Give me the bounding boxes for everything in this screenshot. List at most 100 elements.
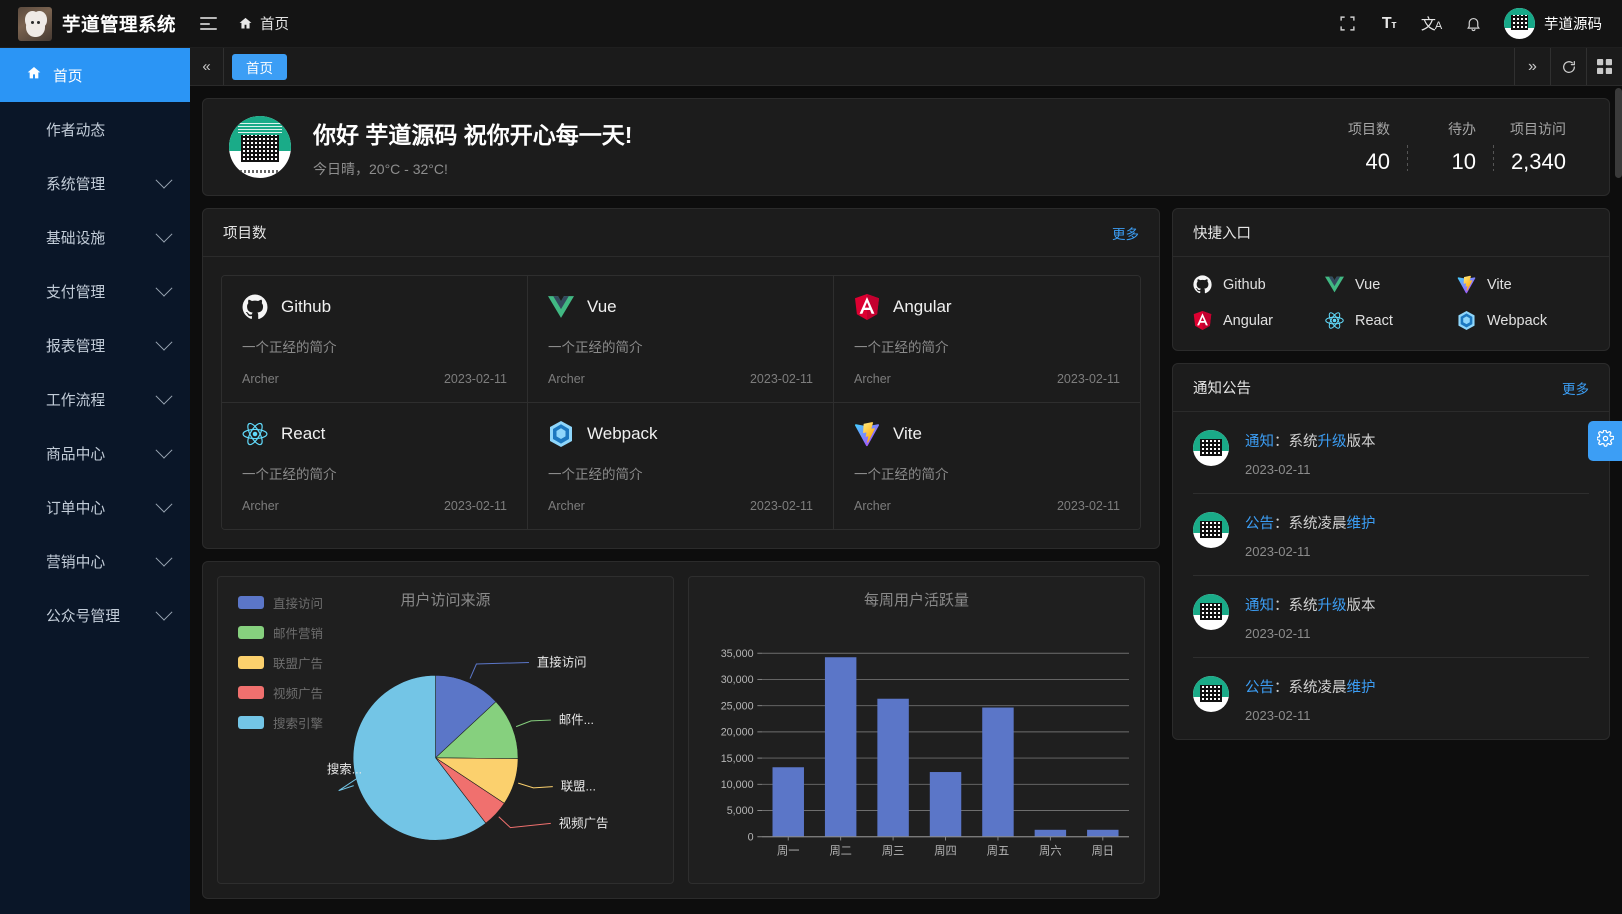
angular-icon: [854, 294, 880, 320]
legend-swatch: [238, 596, 264, 609]
notice-title[interactable]: 通知：系统升级版本: [1245, 430, 1589, 451]
sidebar-item-product[interactable]: 商品中心: [0, 426, 190, 480]
notice-item[interactable]: 通知：系统升级版本 2023-02-11: [1193, 576, 1589, 658]
notice-date: 2023-02-11: [1245, 708, 1311, 723]
stat-value: 10: [1451, 149, 1476, 174]
quick-entry-github[interactable]: Github: [1193, 275, 1325, 294]
sidebar-item-infra[interactable]: 基础设施: [0, 210, 190, 264]
projects-more-link[interactable]: 更多: [1112, 226, 1139, 242]
sidebar-item-label: 系统管理: [46, 176, 106, 193]
vite-icon: [1457, 275, 1476, 294]
sidebar-item-system[interactable]: 系统管理: [0, 156, 190, 210]
quick-entry-label: Webpack: [1487, 312, 1548, 329]
svg-text:联盟...: 联盟...: [561, 780, 596, 794]
project-card-webpack[interactable]: Webpack 一个正经的简介 Archer 2023-02-11: [528, 403, 834, 529]
refresh-icon[interactable]: [1550, 48, 1586, 85]
quick-entry-card: 快捷入口 Github: [1172, 208, 1610, 351]
svg-text:35,000: 35,000: [721, 648, 754, 660]
quick-entry-vite[interactable]: Vite: [1457, 275, 1589, 294]
sidebar-item-label: 作者动态: [46, 122, 106, 139]
sidebar-item-workflow[interactable]: 工作流程: [0, 372, 190, 426]
fullscreen-icon[interactable]: [1328, 5, 1366, 43]
svg-text:周五: 周五: [987, 845, 1009, 858]
notice-prefix: 公告: [1245, 516, 1274, 532]
quick-entry-react[interactable]: React: [1325, 311, 1457, 330]
tab-home[interactable]: 首页: [232, 53, 287, 80]
tab-tools: »: [1514, 48, 1622, 85]
legend-item[interactable]: 邮件营销: [238, 623, 323, 642]
pie-chart-title: 用户访问来源: [400, 592, 491, 609]
angular-icon: [1193, 311, 1212, 330]
stat-todo: 待办 10: [1407, 119, 1493, 175]
project-card-angular[interactable]: Angular 一个正经的简介 Archer 2023-02-11: [834, 276, 1140, 403]
translate-icon[interactable]: 文A: [1420, 16, 1442, 33]
project-desc: 一个正经的简介: [548, 340, 643, 355]
user-name: 芋道源码: [1544, 17, 1602, 33]
sidebar-item-label: 工作流程: [46, 392, 106, 409]
settings-drawer-button[interactable]: [1588, 421, 1622, 461]
sidebar-item-marketing[interactable]: 营销中心: [0, 534, 190, 588]
notice-item[interactable]: 通知：系统升级版本 2023-02-11: [1193, 412, 1589, 494]
notices-header: 通知公告 更多: [1173, 364, 1609, 412]
notices-more-link[interactable]: 更多: [1562, 381, 1589, 397]
right-column: 快捷入口 Github: [1172, 208, 1610, 740]
page-scrollbar[interactable]: [1615, 88, 1622, 178]
quick-entry-webpack[interactable]: Webpack: [1457, 311, 1589, 330]
notice-title[interactable]: 通知：系统升级版本: [1245, 594, 1589, 615]
project-name: React: [281, 424, 326, 443]
notice-avatar: [1193, 676, 1229, 712]
notice-item[interactable]: 公告：系统凌晨维护 2023-02-11: [1193, 658, 1589, 739]
project-author: Archer: [854, 499, 891, 513]
project-date: 2023-02-11: [1056, 499, 1120, 513]
breadcrumb[interactable]: 首页: [238, 13, 289, 34]
sidebar-item-report[interactable]: 报表管理: [0, 318, 190, 372]
sidebar-item-label: 营销中心: [46, 554, 106, 571]
sidebar-item-author-news[interactable]: 作者动态: [0, 102, 190, 156]
notice-item[interactable]: 公告：系统凌晨维护 2023-02-11: [1193, 494, 1589, 576]
user-menu[interactable]: 芋道源码: [1504, 8, 1606, 39]
sidebar[interactable]: 首页 作者动态 系统管理 基础设施 支付管理 报表管理 工作流程: [0, 48, 190, 914]
project-card-github[interactable]: Github 一个正经的简介 Archer 2023-02-11: [222, 276, 528, 403]
legend-item[interactable]: 视频广告: [238, 683, 323, 702]
project-name: Webpack: [587, 424, 658, 443]
main-column: « 首页 »: [190, 48, 1622, 914]
notice-date: 2023-02-11: [1245, 544, 1311, 559]
sidebar-item-pay[interactable]: 支付管理: [0, 264, 190, 318]
tab-strip: 首页: [224, 48, 1514, 85]
gear-icon: [1595, 429, 1615, 452]
hamburger-icon[interactable]: [190, 17, 226, 30]
projects-header: 项目数 更多: [203, 209, 1159, 257]
sidebar-item-home[interactable]: 首页: [0, 48, 190, 102]
notice-highlight: 升级: [1317, 434, 1347, 450]
grid-icon[interactable]: [1586, 48, 1622, 85]
brand[interactable]: 芋道管理系统: [0, 6, 190, 41]
bell-icon[interactable]: [1454, 5, 1492, 43]
legend-item[interactable]: 搜索引擎: [238, 713, 323, 732]
project-card-vue[interactable]: Vue 一个正经的简介 Archer 2023-02-11: [528, 276, 834, 403]
dashboard-columns: 项目数 更多: [202, 208, 1610, 899]
svg-text:直接访问: 直接访问: [537, 654, 587, 669]
sidebar-item-order[interactable]: 订单中心: [0, 480, 190, 534]
chevron-double-left-icon[interactable]: «: [190, 48, 224, 85]
welcome-greeting: 你好 芋道源码 祝你开心每一天!: [313, 121, 633, 148]
font-size-icon[interactable]: Tт: [1381, 14, 1397, 32]
legend-item[interactable]: 联盟广告: [238, 653, 323, 672]
sidebar-item-label: 基础设施: [46, 230, 106, 247]
quick-entry-angular[interactable]: Angular: [1193, 311, 1325, 330]
svg-text:25,000: 25,000: [721, 700, 754, 712]
notice-title[interactable]: 公告：系统凌晨维护: [1245, 512, 1589, 533]
notice-sep: ：系统: [1274, 434, 1318, 450]
github-icon: [242, 294, 268, 320]
project-card-react[interactable]: React 一个正经的简介 Archer 2023-02-11: [222, 403, 528, 529]
svg-text:周二: 周二: [829, 845, 851, 858]
project-card-vite[interactable]: Vite 一个正经的简介 Archer 2023-02-11: [834, 403, 1140, 529]
legend-item[interactable]: 直接访问: [238, 593, 323, 612]
quick-entry-vue[interactable]: Vue: [1325, 275, 1457, 294]
notice-title[interactable]: 公告：系统凌晨维护: [1245, 676, 1589, 697]
sidebar-item-mp[interactable]: 公众号管理: [0, 588, 190, 642]
react-icon: [242, 421, 268, 447]
chevron-down-icon: [155, 495, 173, 513]
sidebar-item-label: 商品中心: [46, 446, 106, 463]
chevron-double-right-icon[interactable]: »: [1514, 48, 1550, 85]
project-desc: 一个正经的简介: [242, 467, 337, 482]
